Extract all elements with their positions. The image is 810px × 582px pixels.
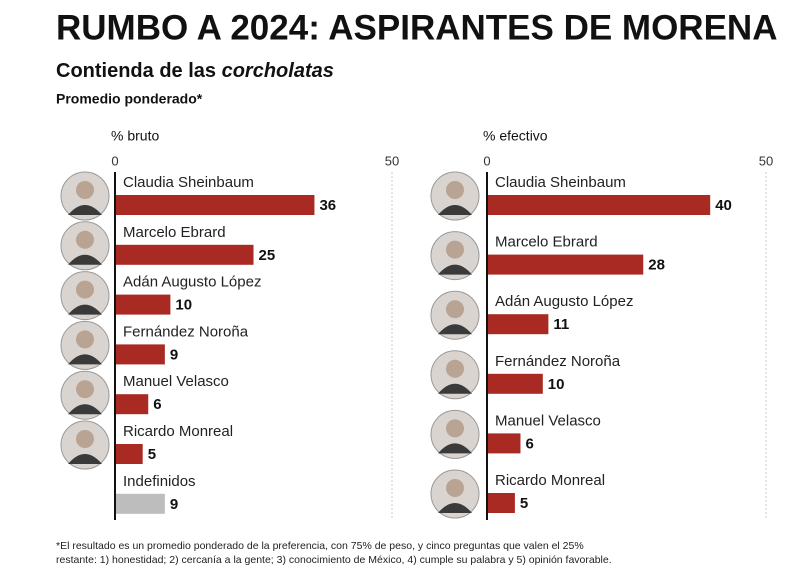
value-label: 40 [715,197,732,214]
photo-body [68,354,102,365]
value-label: 9 [170,496,178,513]
bar [115,493,165,514]
category-label: Fernández Noroña [495,353,621,370]
bar [487,314,549,335]
photo-head [446,419,464,438]
category-label: Fernández Noroña [123,323,249,340]
bar [487,195,711,215]
photo-head [76,280,94,299]
photo-body [438,383,472,394]
x-tick-label: 0 [111,153,118,168]
title: RUMBO A 2024: ASPIRANTES DE MORENA [56,8,777,47]
photo-head [76,380,94,399]
value-label: 10 [175,297,192,314]
photo-body [68,205,102,215]
bar [115,294,171,315]
x-tick-label: 50 [759,153,773,168]
axis-label: % efectivo [483,128,548,144]
photo-head [76,330,94,349]
photo-head [76,430,94,448]
bar [487,493,515,513]
photo-head [446,300,464,319]
category-label: Adán Augusto López [123,274,261,291]
photo-body [68,254,102,265]
category-label: Marcelo Ebrard [495,234,598,251]
category-label: Ricardo Monreal [495,472,605,489]
x-tick-label: 0 [483,153,490,168]
category-label: Manuel Velasco [495,412,601,429]
subtitle-text: Contienda de las [56,60,216,82]
photo-head [446,181,464,199]
footnote: restante: 1) honestidad; 2) cercanía a l… [56,554,612,566]
photo-head [446,359,464,378]
category-label: Adán Augusto López [495,293,633,310]
photo-body [68,454,102,464]
bar [487,373,543,394]
value-label: 28 [648,257,665,274]
footnote: *El resultado es un promedio ponderado d… [56,540,584,552]
value-label: 10 [548,376,565,393]
value-label: 5 [148,446,156,463]
photo-body [438,503,472,513]
subtitle-emphasis: corcholatas [222,60,334,82]
value-label: 5 [520,495,528,512]
photo-body [438,324,472,335]
category-label: Marcelo Ebrard [123,224,226,241]
value-label: 6 [525,435,533,452]
photo-body [438,443,472,454]
bar [115,394,149,415]
category-label: Manuel Velasco [123,373,229,390]
note: Promedio ponderado* [56,91,203,107]
photo-head [76,230,94,249]
value-label: 11 [553,316,569,333]
bar [487,254,644,275]
x-tick-label: 50 [385,153,399,168]
category-label: Claudia Sheinbaum [123,174,254,191]
photo-head [446,479,464,497]
photo-body [68,304,102,315]
photo-body [68,404,102,415]
bar [115,444,143,464]
category-label: Claudia Sheinbaum [495,174,626,191]
bar [115,344,165,365]
subtitle: Contienda de las corcholatas [56,60,334,82]
category-label: Ricardo Monreal [123,423,233,440]
photo-body [438,205,472,215]
value-label: 6 [153,396,161,413]
axis-label: % bruto [111,128,159,144]
value-label: 36 [319,197,336,214]
photo-head [446,240,464,259]
bar [487,433,521,454]
photo-body [438,264,472,275]
bar [115,195,315,215]
value-label: 25 [259,247,276,264]
category-label: Indefinidos [123,473,196,490]
photo-head [76,181,94,199]
bar [115,244,254,265]
value-label: 9 [170,346,178,363]
